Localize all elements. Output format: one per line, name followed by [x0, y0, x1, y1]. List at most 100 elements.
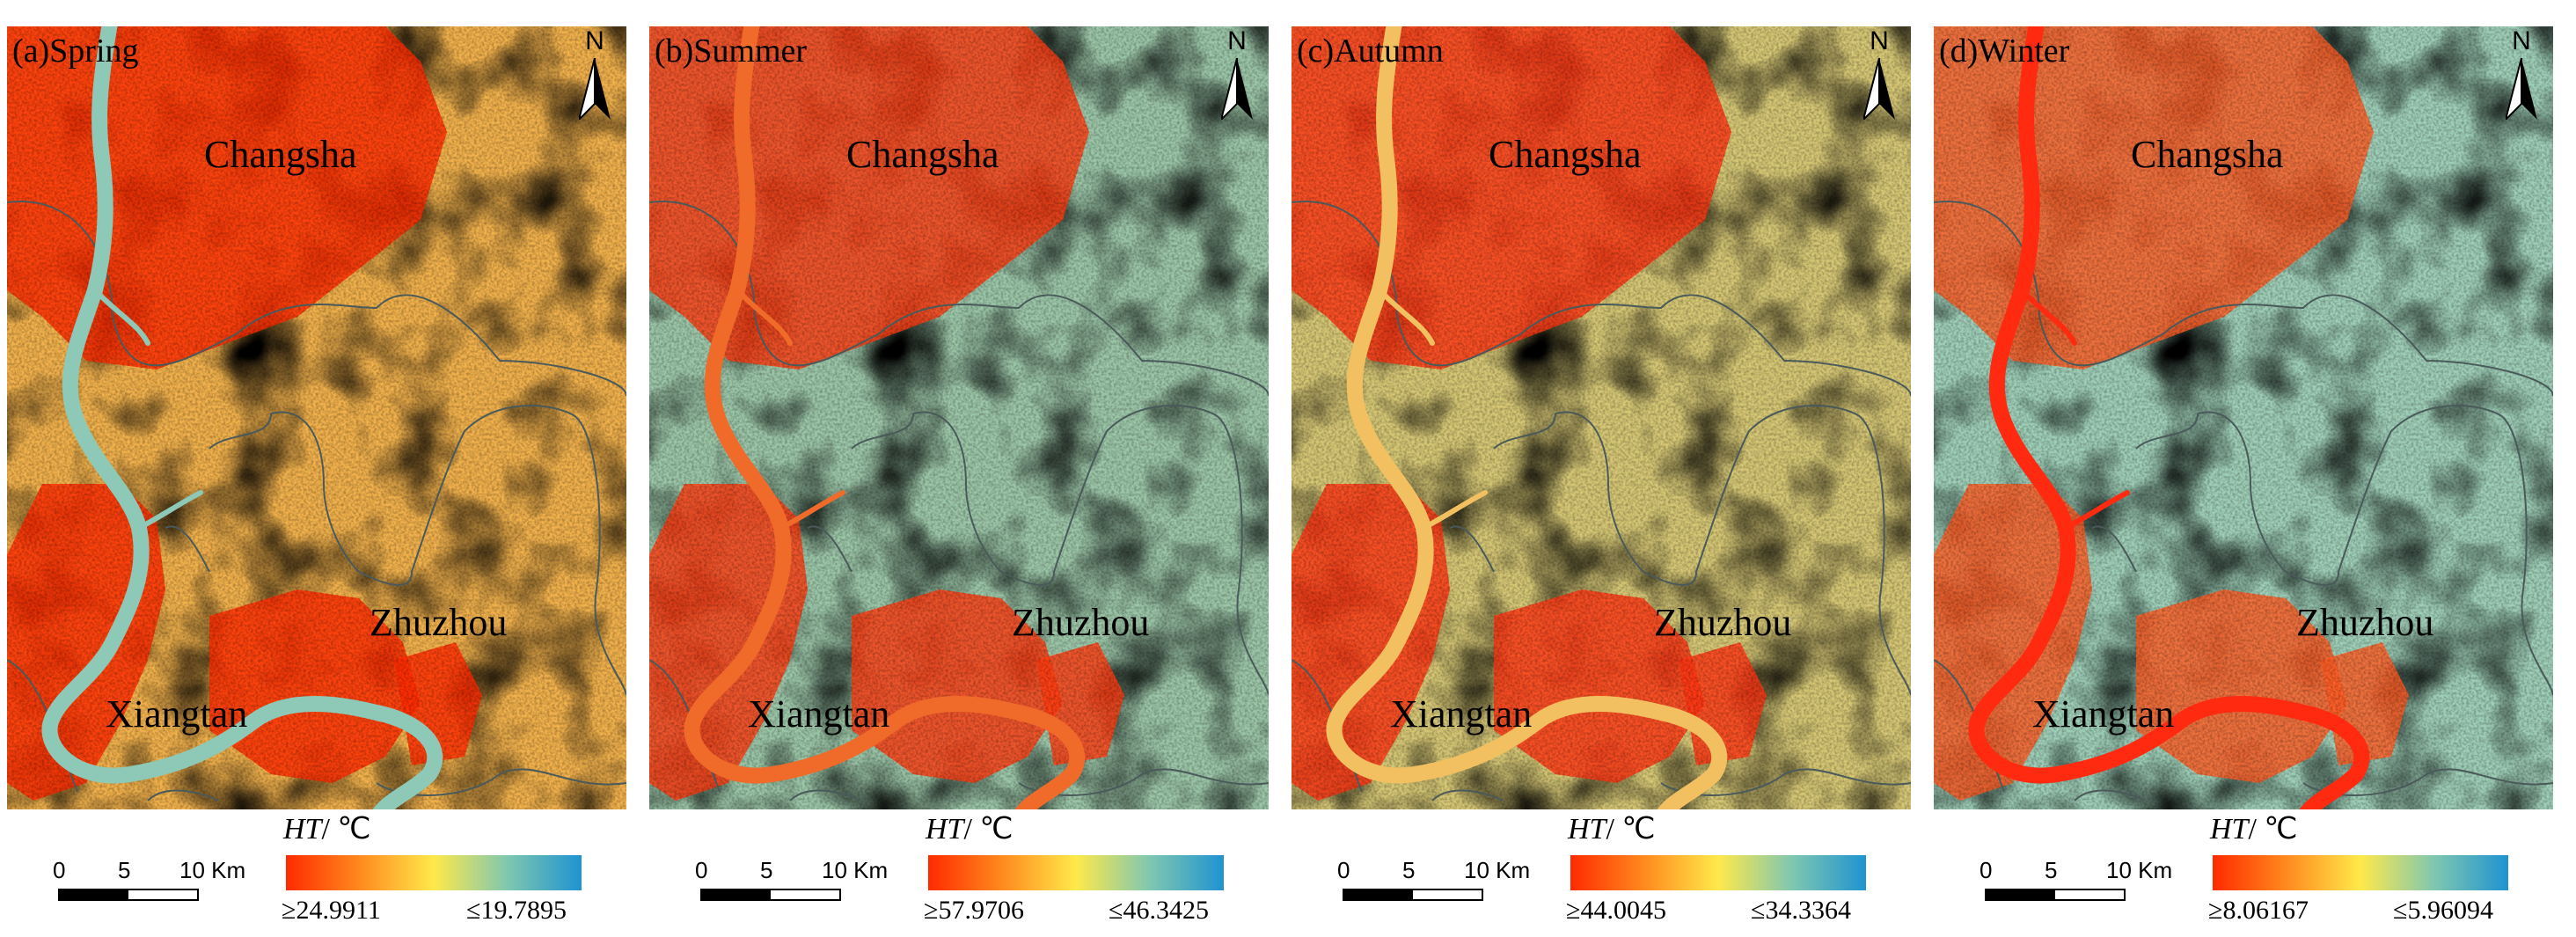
city-label-zhuzhou: Zhuzhou [370, 601, 508, 644]
north-label: N [585, 26, 604, 55]
scale-tick-0: 0 [1337, 857, 1350, 883]
variable-name: HT [283, 813, 322, 845]
xiang-river [1968, 26, 2370, 809]
colorbar-title: HT/ ℃ [926, 811, 1014, 846]
panel-summer: (b)Summer N Changsha Zhuzhou Xiangtan HT… [642, 0, 1276, 937]
texture-overlay [7, 26, 626, 809]
boundary-line-2 [1555, 405, 1911, 696]
texture-overlay [1934, 26, 2553, 809]
boundary-line [649, 201, 1269, 397]
panel-title: (d)Winter [1939, 33, 2070, 70]
scale-tick-10: 10 Km [822, 857, 889, 883]
xiang-river-branch [2019, 288, 2130, 531]
scale-segment-white [769, 889, 841, 901]
panel-title: (b)Summer [655, 33, 808, 70]
scale-segment-black [58, 889, 128, 901]
unit-label: / ℃ [1606, 813, 1656, 845]
scale-tick-10: 10 Km [2106, 857, 2173, 883]
boundary-line-4 [1449, 413, 1556, 573]
colorbar-min-label: ≤19.7895 [466, 896, 567, 925]
boundary-line-4 [2091, 413, 2199, 573]
scale-tick-0: 0 [695, 857, 708, 883]
unit-label: / ℃ [321, 813, 371, 845]
colorbar [928, 855, 1224, 890]
xiang-river-branch [92, 288, 203, 531]
heat-map-svg [1292, 26, 1911, 809]
boundary-line-4 [165, 413, 272, 573]
boundary-line [1934, 201, 2553, 397]
scale-tick-10: 10 Km [179, 857, 246, 883]
xiang-river [41, 26, 443, 809]
boundary-line [1292, 201, 1911, 397]
colorbar-max-label: ≥44.0045 [1566, 896, 1666, 925]
scale-segment-white [1411, 889, 1483, 901]
city-label-zhuzhou: Zhuzhou [2296, 601, 2434, 644]
colorbar-title: HT/ ℃ [2210, 811, 2298, 846]
north-label: N [2512, 26, 2531, 55]
colorbar-min-label: ≤5.96094 [2393, 896, 2493, 925]
scale-tick-5: 5 [2045, 857, 2058, 883]
north-arrow-icon [2506, 58, 2537, 120]
city-label-changsha: Changsha [2131, 133, 2284, 176]
city-label-zhuzhou: Zhuzhou [1654, 601, 1792, 644]
xiang-river-branch [735, 288, 845, 531]
north-label: N [1870, 26, 1889, 55]
xiang-river-branch [1377, 288, 1488, 531]
boundary-line-2 [2197, 405, 2553, 696]
north-arrow: N [572, 26, 618, 123]
heat-map [1292, 26, 1911, 809]
panel-autumn: (c)Autumn N Changsha Zhuzhou Xiangtan HT… [1284, 0, 1918, 937]
colorbar [2213, 855, 2508, 890]
scale-tick-0: 0 [1980, 857, 1993, 883]
scale-tick-10: 10 Km [1464, 857, 1531, 883]
panel-winter: (d)Winter N Changsha Zhuzhou Xiangtan HT… [1927, 0, 2560, 937]
north-arrow: N [1214, 26, 1260, 123]
colorbar-max-label: ≥57.9706 [924, 896, 1024, 925]
city-label-zhuzhou: Zhuzhou [1012, 601, 1150, 644]
panel-title: (c)Autumn [1297, 33, 1444, 70]
scale-tick-5: 5 [118, 857, 131, 883]
scale-bar: 0 5 10 Km [53, 857, 343, 910]
city-label-changsha: Changsha [1489, 133, 1642, 176]
colorbar [1570, 855, 1866, 890]
boundary-line-4 [807, 413, 914, 573]
xiang-river [1326, 26, 1728, 809]
variable-name: HT [2210, 813, 2249, 845]
scale-segment-black [700, 889, 771, 901]
variable-name: HT [1568, 813, 1606, 845]
colorbar-max-label: ≥24.9911 [282, 896, 381, 925]
scale-segment-white [127, 889, 199, 901]
boundary-line-2 [912, 405, 1269, 696]
north-label: N [1227, 26, 1247, 55]
colorbar-title: HT/ ℃ [283, 811, 371, 846]
colorbar-title: HT/ ℃ [1568, 811, 1656, 846]
city-label-xiangtan: Xiangtan [1390, 692, 1533, 736]
scale-bar: 0 5 10 Km [1337, 857, 1628, 910]
scale-tick-0: 0 [53, 857, 66, 883]
colorbar-max-label: ≥8.06167 [2208, 896, 2309, 925]
unit-label: / ℃ [963, 813, 1014, 845]
variable-name: HT [926, 813, 964, 845]
heat-map [1934, 26, 2553, 809]
texture-overlay [1292, 26, 1911, 809]
boundary-line-2 [270, 405, 626, 696]
city-label-xiangtan: Xiangtan [748, 692, 890, 736]
heat-map-svg [649, 26, 1269, 809]
scale-segment-black [1985, 889, 2055, 901]
scale-bar: 0 5 10 Km [1980, 857, 2270, 910]
north-arrow-icon [579, 58, 611, 120]
boundary-line [7, 201, 626, 397]
scale-segment-black [1343, 889, 1413, 901]
panel-title: (a)Spring [12, 33, 139, 70]
scale-tick-5: 5 [760, 857, 773, 883]
city-label-xiangtan: Xiangtan [106, 692, 248, 736]
colorbar [286, 855, 582, 890]
city-label-changsha: Changsha [846, 133, 999, 176]
panel-spring: (a)Spring N Changsha Zhuzhou Xiangtan HT… [0, 0, 633, 937]
texture-overlay [649, 26, 1269, 809]
scale-segment-white [2053, 889, 2126, 901]
north-arrow-icon [1221, 58, 1253, 120]
north-arrow-icon [1863, 58, 1895, 120]
scale-bar: 0 5 10 Km [695, 857, 985, 910]
heat-map [7, 26, 626, 809]
